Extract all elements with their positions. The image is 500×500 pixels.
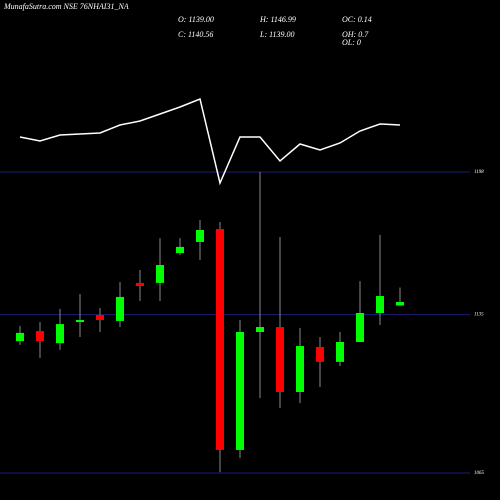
candle-body — [256, 327, 264, 333]
ohlc-stat: OL: 0 — [342, 38, 361, 47]
candle-body — [276, 327, 284, 392]
indicator-line — [19, 97, 401, 186]
candle-body — [136, 282, 144, 287]
candle-body — [336, 341, 344, 362]
candle-body — [216, 229, 224, 450]
ohlc-stat: C: 1140.56 — [178, 30, 213, 39]
y-tick-label: 1065 — [474, 471, 485, 476]
candle-body — [96, 315, 104, 321]
ohlc-stat: OC: 0.14 — [342, 15, 372, 24]
candle-body — [376, 296, 384, 313]
y-tick-label: 1135 — [474, 313, 484, 318]
candle-body — [36, 331, 44, 342]
y-tick-label: 1198 — [474, 170, 484, 175]
ohlc-stat: L: 1139.00 — [259, 30, 295, 39]
candle-body — [156, 265, 164, 283]
candle-body — [16, 332, 24, 342]
candle-body — [116, 296, 124, 321]
candle-body — [76, 320, 84, 323]
candle-body — [356, 312, 364, 342]
ohlc-stat: H: 1146.99 — [259, 15, 296, 24]
ohlc-stat: OH: 0.7 — [342, 30, 369, 39]
candle-body — [56, 324, 64, 344]
chart-title: MunafaSutra.com NSE 76NHAI31_NA — [3, 2, 129, 11]
candle-body — [236, 332, 244, 450]
candle-body — [296, 346, 304, 392]
candle-body — [396, 301, 404, 306]
candle-body — [316, 346, 324, 362]
candle-body — [196, 229, 204, 242]
ohlc-stat: O: 1139.00 — [178, 15, 214, 24]
candle-body — [176, 246, 184, 254]
